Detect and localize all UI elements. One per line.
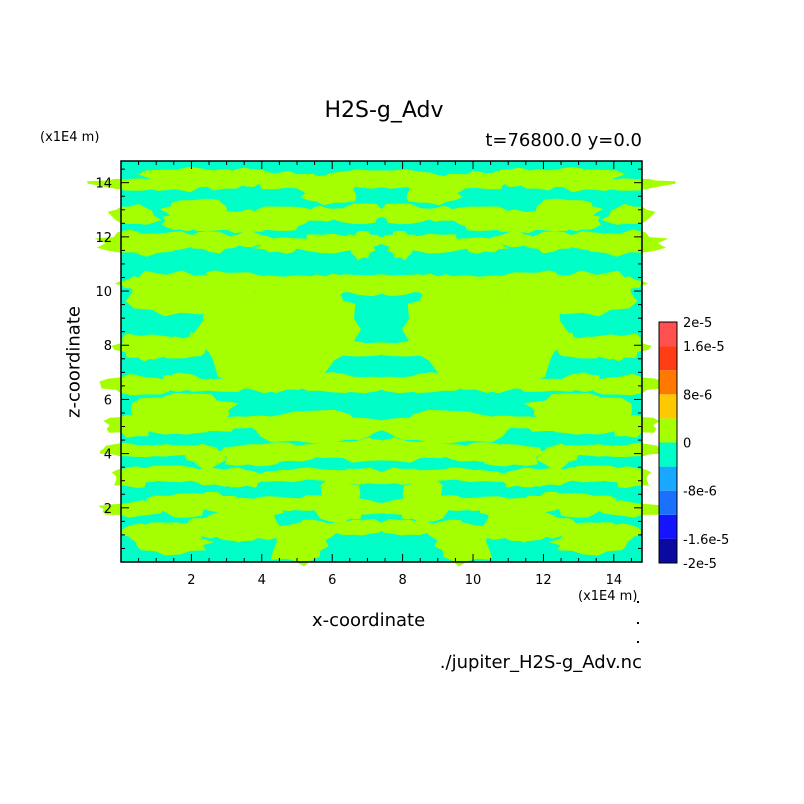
colorbar-label: 2e-5 <box>683 316 712 331</box>
y-tick-label: 2 <box>104 502 112 517</box>
dot-marker <box>637 622 639 624</box>
x-tick-label: 6 <box>328 573 336 588</box>
colorbar-segment <box>659 370 677 395</box>
x-unit-label: (x1E4 m) <box>578 589 638 604</box>
colorbar: 2e-5 1.6e-5 8e-6 0 -8e-6 -1.6e-5 -2e-5 <box>658 316 729 572</box>
colorbar-segment <box>659 442 677 467</box>
y-unit-label: (x1E4 m) <box>40 130 100 145</box>
dot-marker <box>637 641 639 643</box>
y-tick-label: 10 <box>95 285 112 300</box>
y-tick-label: 12 <box>95 231 112 246</box>
colorbar-segment <box>659 490 677 515</box>
y-tick-label: 6 <box>104 393 112 408</box>
chart-subtitle: t=76800.0 y=0.0 <box>485 130 642 151</box>
colorbar-segment <box>659 394 677 419</box>
colorbar-segment <box>659 514 677 539</box>
colorbar-segment <box>659 466 677 491</box>
y-tick-label: 14 <box>95 177 112 192</box>
colorbar-label: -2e-5 <box>683 557 717 572</box>
x-axis-label: x-coordinate <box>312 610 426 631</box>
colorbar-label: 1.6e-5 <box>683 340 725 355</box>
colorbar-segment <box>659 538 677 563</box>
colorbar-label: 0 <box>683 437 691 452</box>
x-tick-label: 2 <box>187 573 195 588</box>
x-tick-label: 12 <box>535 573 552 588</box>
footer-filename: ./jupiter_H2S-g_Adv.nc <box>439 652 642 673</box>
y-axis-label: z-coordinate <box>63 306 85 418</box>
colorbar-label: -1.6e-5 <box>683 533 729 548</box>
x-tick-label: 4 <box>258 573 266 588</box>
chart-title: H2S-g_Adv <box>324 98 444 123</box>
x-tick-label: 8 <box>398 573 406 588</box>
x-tick-label: 14 <box>606 573 623 588</box>
plot-area <box>87 161 676 567</box>
colorbar-segment <box>659 418 677 443</box>
colorbar-segment <box>659 322 677 347</box>
axes: 2 4 6 8 10 12 14 2 4 6 8 10 12 14 <box>95 160 643 643</box>
colorbar-label: 8e-6 <box>683 388 712 403</box>
colorbar-label: -8e-6 <box>683 485 717 500</box>
x-tick-label: 10 <box>465 573 482 588</box>
y-tick-label: 4 <box>104 448 112 463</box>
dot-marker <box>637 601 639 603</box>
colorbar-segment <box>659 346 677 371</box>
y-tick-label: 8 <box>104 339 112 354</box>
